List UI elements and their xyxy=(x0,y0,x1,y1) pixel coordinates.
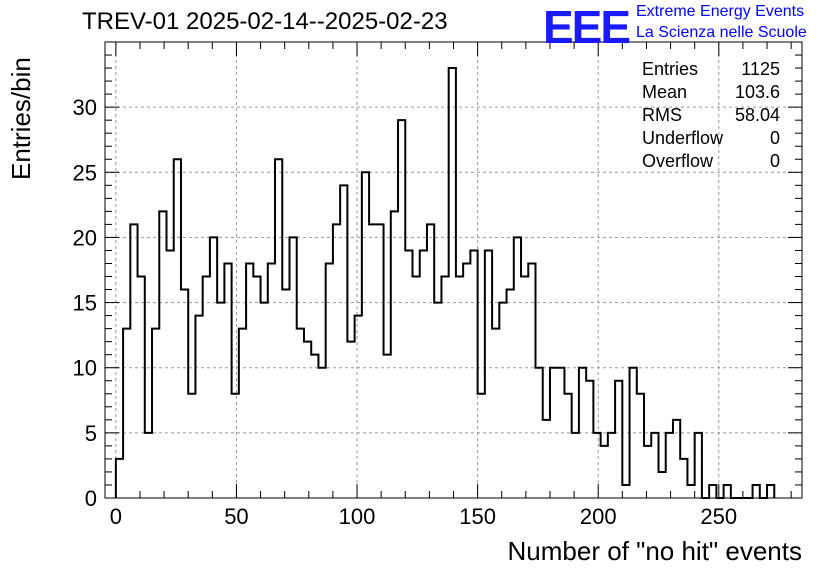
x-tick-label: 0 xyxy=(110,504,122,529)
eee-logo-mark: EEE xyxy=(543,1,631,53)
y-tick-label: 25 xyxy=(73,160,97,185)
y-tick-label: 5 xyxy=(85,421,97,446)
stats-row-mean: Mean 103.6 xyxy=(642,81,780,104)
x-axis-label: Number of "no hit" events xyxy=(507,536,803,566)
y-axis-label: Entries/bin xyxy=(6,57,36,180)
stats-row-underflow: Underflow 0 xyxy=(642,127,780,150)
stats-value: 0 xyxy=(769,151,780,171)
y-tick-label: 0 xyxy=(85,486,97,511)
y-tick-label: 20 xyxy=(73,225,97,250)
x-tick-label: 100 xyxy=(339,504,376,529)
stats-value: 1125 xyxy=(741,59,780,79)
y-tick-label: 10 xyxy=(73,356,97,381)
x-tick-label: 150 xyxy=(459,504,496,529)
x-tick-label: 250 xyxy=(700,504,737,529)
stats-label: Underflow xyxy=(642,128,724,148)
logo-line-1: Extreme Energy Events xyxy=(636,3,805,20)
stats-row-overflow: Overflow 0 xyxy=(642,150,780,173)
stats-label: Mean xyxy=(642,82,688,102)
stats-label: Entries xyxy=(642,59,699,79)
stats-value: 103.6 xyxy=(734,82,780,102)
axis-tick-labels: 0 50 100 150 200 250 0 5 10 15 20 25 30 xyxy=(73,95,738,529)
stats-value: 0 xyxy=(769,128,780,148)
stats-row-entries: Entries 1125 xyxy=(642,58,780,81)
stats-box: Entries 1125 Mean 103.6 RMS 58.04 Underflow… xyxy=(642,58,780,173)
axis-ticks xyxy=(105,42,802,499)
chart-title: TREV-01 2025-02-14--2025-02-23 xyxy=(82,8,448,35)
x-tick-label: 200 xyxy=(580,504,617,529)
x-tick-label: 50 xyxy=(224,504,248,529)
histogram-step-line xyxy=(114,67,776,499)
stats-label: RMS xyxy=(642,105,682,125)
logo-line-2: La Scienza nelle Scuole xyxy=(636,24,807,41)
stats-label: Overflow xyxy=(642,151,714,171)
y-tick-label: 15 xyxy=(73,291,97,316)
y-tick-label: 30 xyxy=(73,95,97,120)
stats-row-rms: RMS 58.04 xyxy=(642,104,780,127)
stats-value: 58.04 xyxy=(734,105,780,125)
